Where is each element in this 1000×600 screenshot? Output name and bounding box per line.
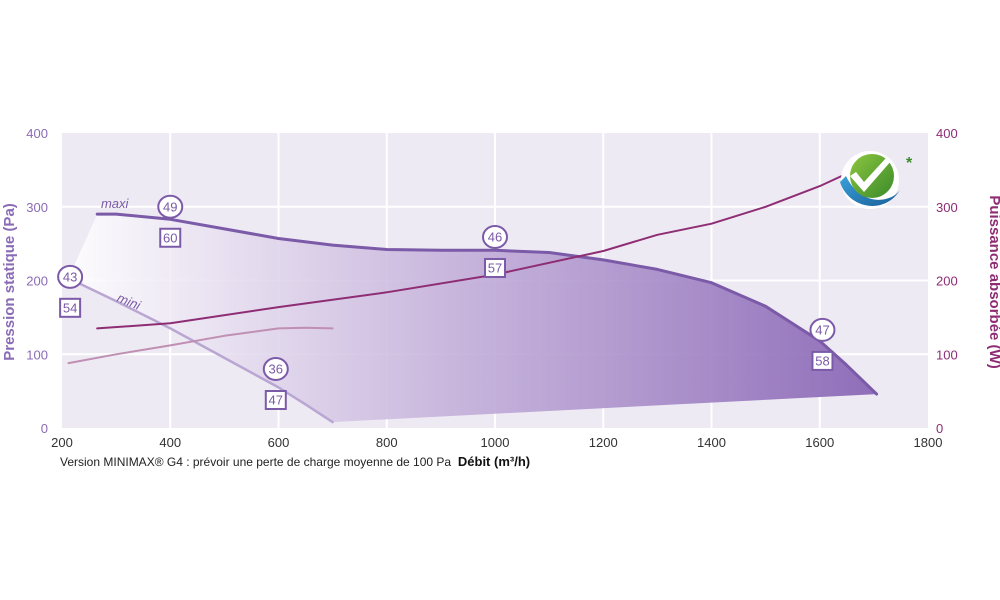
y-left-tick-label: 200 xyxy=(26,274,48,289)
annotation-box-value: 58 xyxy=(815,353,829,368)
annotation-circle-value: 47 xyxy=(815,322,829,337)
maxi-pressure-curve xyxy=(95,212,879,396)
noise-annotation: 47 58 xyxy=(809,317,836,371)
x-tick-label: 800 xyxy=(376,435,398,450)
annotation-circle xyxy=(809,317,836,342)
x-axis-label: Débit (m³/h) xyxy=(458,454,530,469)
annotation-circle xyxy=(262,357,289,381)
x-tick-label: 1800 xyxy=(914,435,943,450)
annotation-circle xyxy=(57,264,84,289)
y-left-tick-label: 400 xyxy=(26,126,48,141)
y-axis-left-label: Pression statique (Pa) xyxy=(1,203,18,361)
annotation-circle xyxy=(482,224,508,249)
annotation-box-value: 54 xyxy=(63,300,77,315)
certification-badge: * xyxy=(840,151,913,209)
right-tick-labels: 0 100 200 300 400 xyxy=(936,126,958,436)
annotation-box xyxy=(59,297,82,318)
mini-pressure-curve xyxy=(67,277,334,424)
annotation-circle-value: 36 xyxy=(269,362,283,377)
x-tick-label: 400 xyxy=(159,435,181,450)
annotation-box-value: 60 xyxy=(163,230,177,245)
annotation-circle-value: 49 xyxy=(163,199,177,214)
annotation-circle xyxy=(157,194,184,219)
annotation-box xyxy=(484,257,506,278)
check-mark-icon xyxy=(850,158,892,192)
x-tick-label: 200 xyxy=(51,435,73,450)
y-axis-right-label: Puissance absorbée (W) xyxy=(986,195,1000,368)
annotation-box xyxy=(811,350,834,371)
y-right-tick-label: 100 xyxy=(936,347,958,362)
noise-annotation: 36 47 xyxy=(262,357,289,410)
annotation-box xyxy=(159,227,182,248)
y-right-tick-label: 300 xyxy=(936,200,958,215)
x-tick-label: 600 xyxy=(268,435,290,450)
y-right-tick-label: 400 xyxy=(936,126,958,141)
noise-annotation: 43 54 xyxy=(57,264,84,318)
x-tick-label: 1200 xyxy=(589,435,618,450)
y-right-tick-label: 200 xyxy=(936,274,958,289)
x-tick-label: 1000 xyxy=(481,435,510,450)
y-left-tick-label: 0 xyxy=(41,421,48,436)
annotation-box-value: 47 xyxy=(269,393,283,408)
x-tick-labels: 200 400 600 800 1000 1200 1400 1600 1800 xyxy=(51,435,942,450)
noise-annotation: 46 57 xyxy=(482,224,508,278)
y-right-tick-label: 0 xyxy=(936,421,943,436)
annotation-box-value: 57 xyxy=(488,260,502,275)
mini-power-curve xyxy=(67,326,334,365)
y-left-tick-label: 100 xyxy=(26,347,48,362)
annotation-circle-value: 46 xyxy=(488,229,502,244)
maxi-curve-label: maxi xyxy=(101,196,130,211)
y-left-tick-label: 300 xyxy=(26,200,48,215)
annotations: 49 60 46 57 47 58 43 54 36 47 xyxy=(57,194,836,410)
noise-annotation: 49 60 xyxy=(157,194,184,248)
annotation-circle-value: 43 xyxy=(63,269,77,284)
x-tick-label: 1600 xyxy=(805,435,834,450)
maxi-power-curve xyxy=(96,172,848,330)
x-tick-label: 1400 xyxy=(697,435,726,450)
annotation-box xyxy=(264,390,287,410)
left-tick-labels: 0 100 200 300 400 xyxy=(26,126,48,436)
badge-asterisk: * xyxy=(906,155,913,172)
badge-blue-swoosh-icon xyxy=(840,176,900,206)
chart-note: Version MINIMAX® G4 : prévoir une perte … xyxy=(60,455,451,469)
